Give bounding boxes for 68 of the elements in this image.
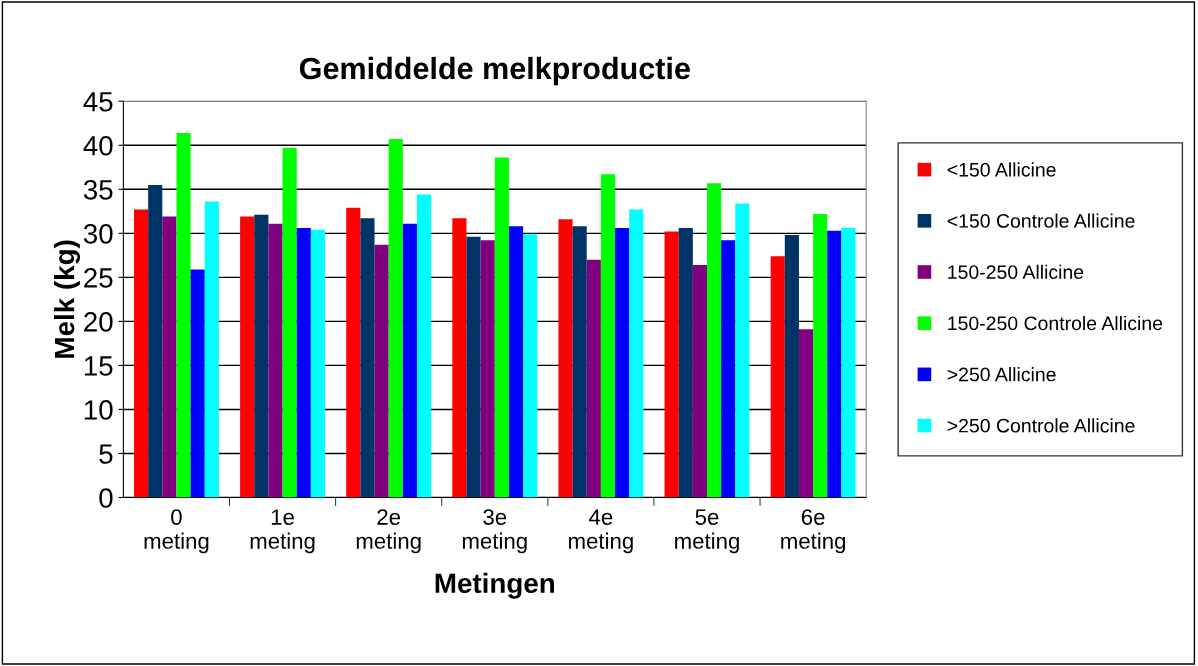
bar bbox=[268, 223, 283, 498]
bar bbox=[523, 234, 538, 498]
legend-label: <150 Controle Allicine bbox=[947, 213, 1135, 228]
bar bbox=[572, 226, 587, 498]
x-tick-label: 1e meting bbox=[250, 509, 315, 554]
x-tick-label: 6e meting bbox=[781, 509, 846, 554]
bar bbox=[148, 184, 163, 498]
bar bbox=[508, 226, 524, 498]
x-axis-title: Metingen bbox=[435, 572, 555, 599]
bar bbox=[813, 213, 828, 498]
bar bbox=[346, 207, 361, 498]
bar bbox=[282, 147, 297, 498]
bar bbox=[480, 240, 495, 498]
bar bbox=[558, 219, 573, 498]
bar bbox=[629, 209, 644, 498]
y-tick-label: 45 bbox=[83, 92, 113, 112]
y-tick-label: 10 bbox=[84, 400, 113, 420]
legend-label: 150-250 Allicine bbox=[948, 264, 1084, 279]
y-tick-label: 25 bbox=[84, 268, 113, 288]
bar bbox=[190, 269, 205, 498]
y-tick-label: 35 bbox=[83, 179, 113, 200]
bar bbox=[841, 228, 856, 498]
x-tick-label: 5e meting bbox=[675, 509, 739, 554]
bar bbox=[721, 240, 736, 498]
bar bbox=[374, 244, 389, 498]
x-tick-label: 4e meting bbox=[569, 509, 633, 554]
bar bbox=[452, 218, 467, 498]
bar bbox=[310, 229, 325, 498]
legend-label: <150 Allicine bbox=[947, 162, 1056, 177]
bar bbox=[586, 259, 601, 498]
bar bbox=[254, 214, 269, 498]
bar bbox=[134, 209, 149, 498]
y-tick-label: 20 bbox=[84, 312, 113, 332]
bar bbox=[678, 228, 693, 498]
x-tick-label: 3e meting bbox=[462, 509, 527, 554]
bar bbox=[664, 231, 679, 498]
bar bbox=[204, 201, 219, 498]
y-tick-label: 5 bbox=[99, 444, 113, 464]
bar bbox=[798, 329, 814, 498]
bar bbox=[416, 194, 432, 498]
bar bbox=[784, 235, 799, 498]
y-tick-label: 0 bbox=[99, 488, 113, 508]
x-tick-label: 0 meting bbox=[144, 509, 209, 554]
x-tick-label: 2e meting bbox=[356, 509, 421, 554]
bar bbox=[296, 228, 311, 498]
bar bbox=[494, 157, 509, 498]
bar bbox=[827, 230, 842, 498]
bar bbox=[162, 216, 177, 498]
y-tick-label: 30 bbox=[83, 223, 113, 244]
bar bbox=[770, 256, 785, 498]
bar bbox=[388, 139, 403, 498]
bar bbox=[466, 236, 481, 498]
legend-label: >250 Allicine bbox=[947, 367, 1056, 382]
legend-label: >250 Controle Allicine bbox=[947, 418, 1135, 433]
legend-label: 150-250 Controle Allicine bbox=[948, 315, 1163, 331]
bar bbox=[360, 218, 375, 498]
bar bbox=[735, 203, 750, 498]
bar bbox=[176, 132, 191, 498]
y-axis-title: Melk (kg) bbox=[53, 240, 80, 358]
bar bbox=[402, 223, 417, 498]
y-tick-label: 40 bbox=[83, 135, 113, 156]
bar bbox=[692, 265, 707, 498]
bar bbox=[706, 183, 722, 498]
bar bbox=[240, 216, 255, 498]
y-tick-label: 15 bbox=[84, 356, 113, 376]
chart-title: Gemiddelde melkproductie bbox=[299, 56, 690, 86]
bar bbox=[600, 174, 616, 498]
bar bbox=[615, 228, 630, 498]
